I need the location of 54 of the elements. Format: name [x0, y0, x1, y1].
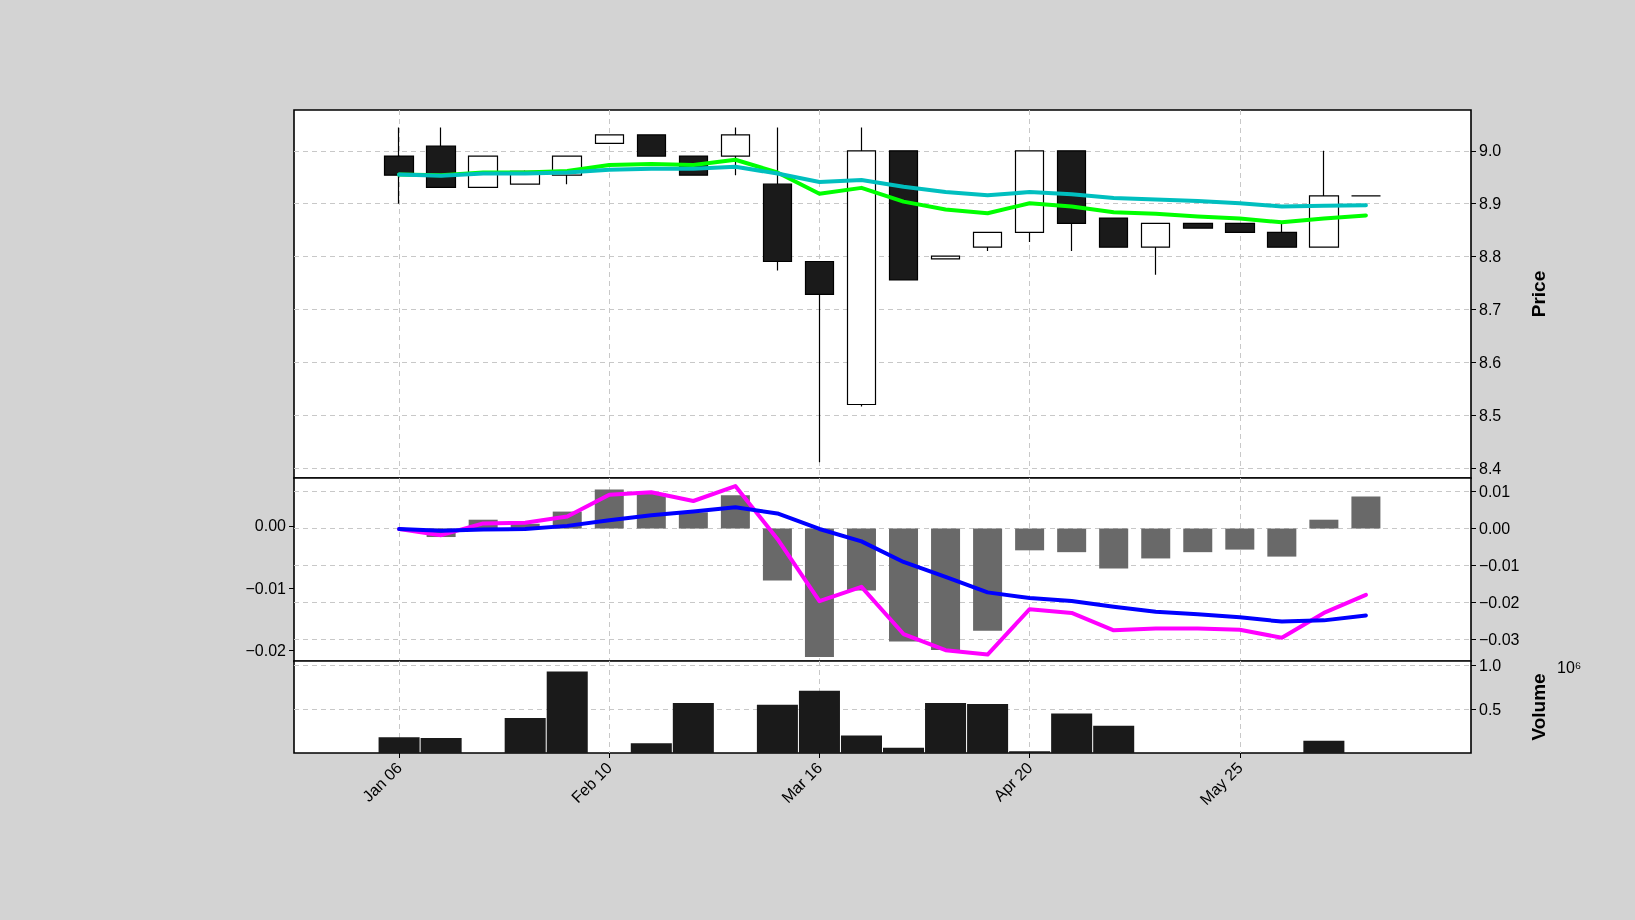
bar	[931, 528, 961, 650]
y-tick-label: −0.01	[245, 579, 287, 597]
x-tick-label: Mar 16	[778, 758, 826, 807]
bar	[1303, 740, 1345, 753]
x-tick-label: Jan 06	[359, 758, 406, 805]
bar	[1309, 519, 1339, 529]
bar	[1267, 528, 1297, 557]
bar	[889, 528, 919, 642]
candlestick	[383, 126, 415, 204]
candlestick	[636, 133, 667, 157]
bar	[678, 511, 708, 529]
bar	[1225, 528, 1255, 550]
y-tick-label: 8.5	[1479, 406, 1502, 424]
candlestick	[720, 126, 751, 176]
candlestick	[1140, 222, 1171, 275]
line-series	[397, 164, 1368, 208]
bar	[1183, 528, 1213, 552]
x-tick-label: May 25	[1196, 758, 1246, 809]
x-tick-label: Apr 20	[990, 758, 1036, 805]
bar	[1351, 496, 1381, 529]
candlestick	[425, 126, 457, 188]
candlestick	[972, 231, 1003, 251]
y-tick-label: 8.4	[1479, 459, 1502, 477]
y-tick-label: 0.5	[1479, 700, 1502, 718]
candlestick	[594, 133, 625, 144]
y2-tick-label: −0.03	[1479, 630, 1520, 648]
line-series	[397, 504, 1368, 624]
bar	[804, 528, 834, 657]
y-tick-label: −0.02	[245, 641, 287, 659]
bar	[1141, 528, 1171, 559]
candlestick	[762, 126, 793, 271]
y2-tick-label: 0.01	[1479, 482, 1511, 500]
y-tick-label: 0.00	[254, 516, 287, 534]
y-tick-label: 8.7	[1479, 300, 1502, 318]
y-axis-title: Volume	[1528, 673, 1549, 741]
bar	[1057, 528, 1087, 552]
bar	[1099, 528, 1129, 568]
candlestick	[888, 149, 919, 281]
x-tick-label: Feb 10	[568, 758, 616, 807]
bar	[973, 528, 1003, 631]
candlestick	[1182, 222, 1214, 229]
bar	[1015, 528, 1045, 550]
y-tick-label: 8.8	[1479, 247, 1502, 265]
candlestick	[1266, 222, 1298, 248]
y-tick-label: 8.6	[1479, 353, 1502, 371]
y-tick-label: 9.0	[1479, 141, 1502, 159]
y-tick-label: 8.9	[1479, 194, 1502, 212]
candlestick	[1098, 216, 1129, 248]
candlestick	[1014, 149, 1045, 242]
y-tick-label: 1.0	[1479, 656, 1502, 674]
candlestick	[846, 126, 877, 407]
candlestick	[1224, 222, 1256, 233]
text: 10⁶	[1557, 658, 1582, 676]
y-axis-title: Price	[1528, 270, 1549, 317]
